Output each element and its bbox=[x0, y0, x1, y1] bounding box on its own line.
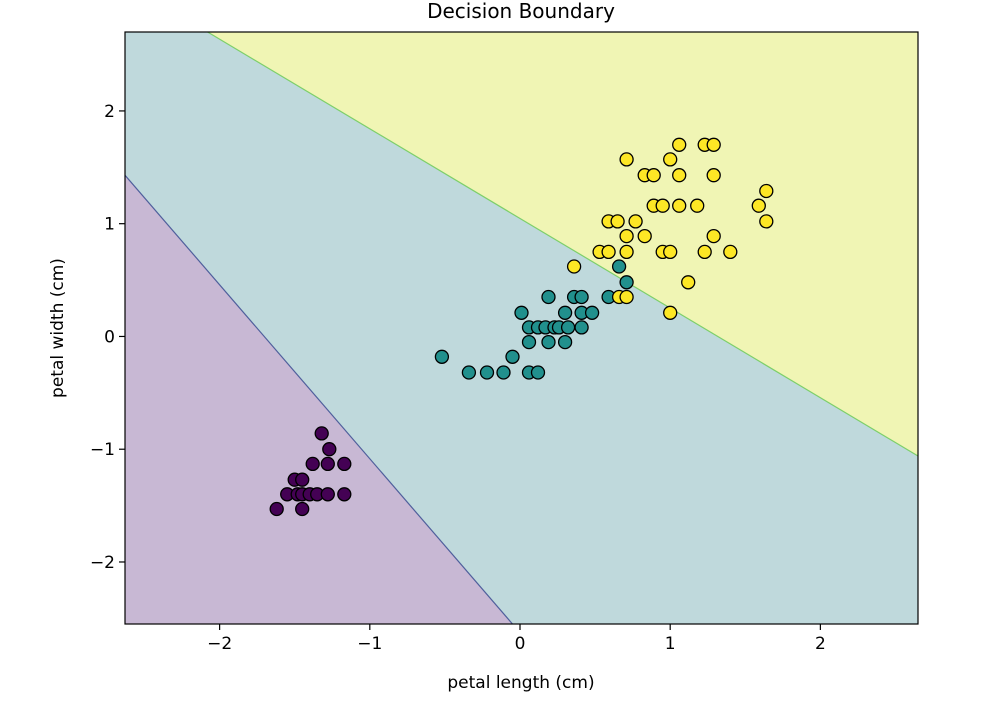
boundary-1-2 bbox=[207, 31, 919, 457]
data-point bbox=[723, 244, 738, 260]
data-point bbox=[320, 456, 335, 472]
data-point bbox=[672, 198, 687, 213]
class-2-points bbox=[566, 137, 774, 320]
data-point bbox=[690, 198, 705, 213]
data-point bbox=[269, 501, 284, 517]
data-point bbox=[320, 487, 335, 502]
data-point bbox=[759, 183, 774, 199]
boundary-0-1 bbox=[124, 174, 513, 625]
data-point bbox=[574, 320, 589, 335]
data-point bbox=[295, 472, 310, 487]
data-point bbox=[584, 305, 600, 320]
data-point bbox=[619, 289, 634, 305]
data-point bbox=[541, 289, 556, 305]
data-point bbox=[619, 152, 634, 167]
data-point bbox=[337, 456, 352, 472]
class-0-points bbox=[269, 426, 352, 517]
data-point bbox=[479, 365, 495, 380]
y-tick-label: 2 bbox=[104, 102, 115, 122]
y-tick-label: 1 bbox=[104, 215, 115, 235]
data-point bbox=[706, 168, 721, 183]
data-point bbox=[628, 214, 643, 229]
data-point bbox=[566, 259, 582, 274]
data-point bbox=[601, 244, 616, 260]
plot-area bbox=[124, 31, 919, 625]
class-1-points bbox=[434, 259, 634, 380]
x-tick-label: −2 bbox=[207, 634, 232, 654]
x-tick-label: 1 bbox=[665, 634, 676, 654]
x-axis-label: petal length (cm) bbox=[447, 673, 594, 693]
x-tick-label: −1 bbox=[357, 634, 382, 654]
y-tick-label: 0 bbox=[104, 327, 115, 347]
y-tick-label: −1 bbox=[90, 440, 115, 460]
y-axis-label: petal width (cm) bbox=[48, 258, 68, 398]
data-point bbox=[541, 334, 556, 350]
data-point bbox=[505, 349, 520, 364]
y-tick-label: −2 bbox=[90, 553, 115, 573]
data-point bbox=[557, 334, 573, 350]
data-point bbox=[672, 168, 687, 183]
data-point bbox=[751, 198, 766, 213]
data-point bbox=[611, 259, 627, 274]
data-point bbox=[295, 501, 310, 517]
data-point bbox=[637, 228, 652, 244]
data-point bbox=[663, 244, 678, 260]
x-tick-label: 0 bbox=[515, 634, 526, 654]
data-point bbox=[759, 214, 774, 229]
data-point bbox=[672, 137, 687, 152]
data-point bbox=[619, 244, 634, 260]
data-point bbox=[530, 365, 546, 380]
data-point bbox=[663, 152, 678, 167]
data-point bbox=[646, 168, 661, 183]
data-point bbox=[461, 365, 477, 380]
data-point bbox=[610, 214, 625, 229]
data-point bbox=[521, 334, 537, 350]
data-point bbox=[574, 289, 589, 305]
y-axis-ticks: −2 −1 0 1 2 bbox=[90, 102, 125, 573]
chart-title: Decision Boundary bbox=[427, 0, 615, 23]
data-point bbox=[663, 305, 678, 320]
data-point bbox=[557, 305, 573, 320]
data-point bbox=[314, 426, 329, 441]
data-point bbox=[305, 456, 320, 472]
x-tick-label: 2 bbox=[815, 634, 826, 654]
data-point bbox=[697, 244, 712, 260]
data-point bbox=[619, 228, 634, 244]
data-point bbox=[514, 305, 529, 320]
data-point bbox=[706, 137, 721, 152]
data-point bbox=[706, 228, 721, 244]
data-point bbox=[434, 349, 450, 364]
x-axis-ticks: −2 −1 0 1 2 bbox=[207, 624, 826, 654]
data-point bbox=[681, 275, 696, 290]
data-point bbox=[655, 198, 670, 213]
axes-frame bbox=[124, 31, 919, 625]
data-point bbox=[337, 487, 352, 502]
data-point bbox=[560, 320, 576, 335]
data-point bbox=[322, 442, 337, 457]
data-point bbox=[496, 365, 511, 380]
data-point bbox=[619, 275, 634, 290]
